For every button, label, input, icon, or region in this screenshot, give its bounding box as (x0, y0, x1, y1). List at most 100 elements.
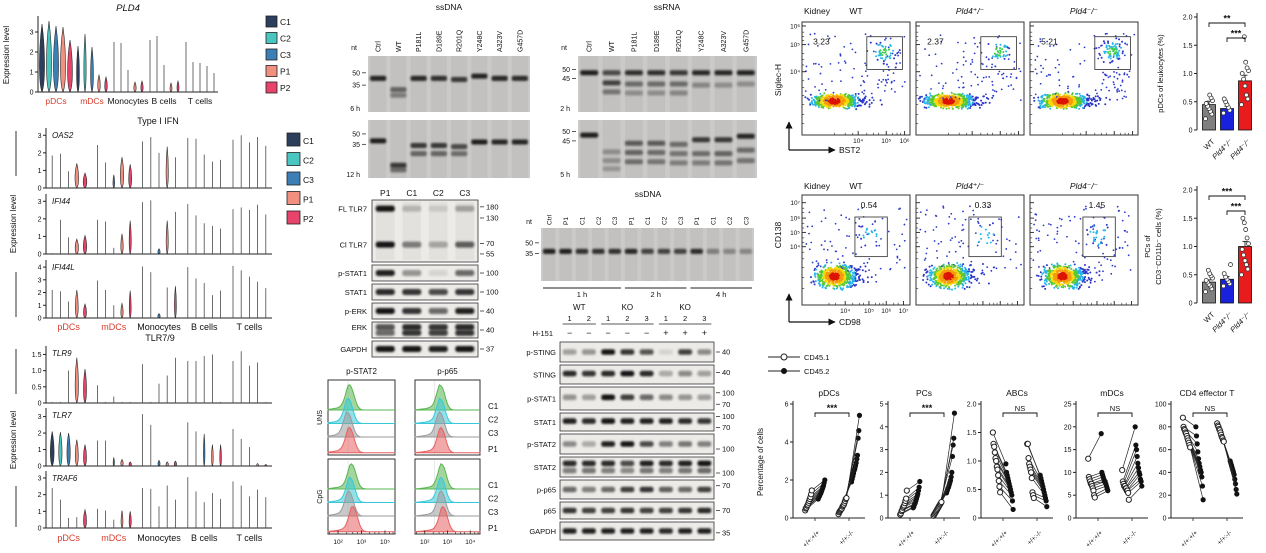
lane-label: G457D (743, 30, 750, 52)
time-label: 12 h (346, 172, 360, 179)
lane-label: C2 (727, 216, 734, 225)
lane-label: P1 (629, 217, 636, 225)
panel-title: Type I IFN (137, 116, 179, 126)
svg-text:10⁵: 10⁵ (790, 42, 800, 49)
svg-text:2: 2 (38, 431, 42, 438)
blot-row-label: Cl TLR7 (340, 241, 367, 250)
lane-label: Ctrl (376, 41, 383, 52)
treatment-sign: − (586, 328, 591, 338)
svg-text:3: 3 (30, 30, 34, 37)
svg-text:100: 100 (486, 269, 499, 278)
svg-text:10⁴: 10⁴ (465, 539, 475, 546)
genotype-title: Pld4⁺/⁻ (956, 6, 984, 16)
organ-label: Kidney (804, 6, 831, 16)
svg-text:50: 50 (562, 67, 570, 74)
lane-number: 1 (568, 314, 572, 323)
group-label: KO (622, 303, 634, 312)
svg-text:0: 0 (38, 186, 42, 193)
lane-label: A323V (721, 31, 728, 52)
svg-text:35: 35 (352, 83, 360, 90)
legend-label: P2 (280, 83, 291, 93)
gate-percentage: 1.45 (1089, 200, 1106, 210)
lane-label: C1 (645, 216, 652, 225)
gene-label: IFI44 (52, 197, 71, 206)
flow-histograms-pstat2-pp65: p-STAT2 p-p65 UNS C1 C2 C3 P1 CpG C1 C2 C3 P1 10² 10³… (317, 367, 499, 546)
flow-kidney-pdcs: Kidney WT 3.23 10⁶ 10⁵ 10⁴ 10⁴ 10⁵ 10⁶ Pld4⁺/⁻ 2.3… (773, 6, 1139, 155)
blot-row-label: STAT1 (345, 288, 367, 297)
category-label: T cells (188, 96, 212, 106)
svg-text:10⁴: 10⁴ (790, 244, 800, 251)
lane-number: 2 (587, 314, 591, 323)
significance-label: ** (1223, 14, 1231, 24)
time-label: 2 h (560, 106, 570, 113)
x-category-label: +/+:+/+ (1180, 529, 1200, 549)
hist-row-label: C1 (488, 402, 499, 411)
gate-percentage: 5.21 (1041, 37, 1058, 47)
panel-type1-ifn-violin: Type I IFN 0 1 2 3 OAS2 0 1 2 3 IFI44 0 1 2 3 4 IFI44L Ex… (9, 116, 314, 332)
y-axis-label: CD3⁻CD11b⁻ cells (%) (1154, 208, 1163, 285)
time-label: 2 h (650, 290, 660, 299)
svg-text:35: 35 (352, 142, 360, 149)
lane-number: 1 (664, 314, 668, 323)
lane-label: Y248C (477, 31, 484, 52)
category-label: Monocytes (107, 96, 148, 106)
y-axis-label: PCs of (1143, 234, 1152, 257)
panel-tlr79-violin: TLR7/9 0 0.5 1.0 1.5 TLR9 0 1 2 3 TLR7 0 1 2 3 TRAF6 Exp… (9, 333, 272, 543)
lane-number: 2 (683, 314, 687, 323)
lane-label: D189E (436, 30, 443, 52)
gene-label: OAS2 (52, 131, 74, 140)
svg-text:35: 35 (722, 528, 730, 537)
flow-kidney-pcs: Kidney WT 0.54 10⁷ 10⁶ 10⁵ 10⁴ 10⁴ 10⁵ 10⁶ 10⁷ Pld4… (773, 181, 1139, 327)
svg-text:nt: nt (561, 45, 567, 52)
legend-cd452: CD45.2 (804, 367, 829, 376)
lane-label: WT (396, 40, 403, 52)
x-category-label: +/+:-/- (933, 529, 950, 546)
svg-text:50: 50 (525, 240, 533, 247)
svg-text:45: 45 (562, 138, 570, 145)
panel-title: ABCs (1006, 388, 1028, 398)
lane-label: G457D (517, 30, 524, 52)
gene-label: TRAF6 (52, 474, 78, 483)
svg-text:70: 70 (722, 400, 730, 409)
svg-text:10⁷: 10⁷ (790, 200, 800, 207)
hist-row-label: C3 (488, 508, 499, 517)
svg-text:40: 40 (722, 368, 730, 377)
svg-text:1.5: 1.5 (32, 352, 42, 359)
significance-label: *** (1222, 187, 1233, 197)
legend-label: C3 (303, 175, 314, 185)
svg-text:10⁶: 10⁶ (790, 23, 800, 30)
svg-text:100: 100 (486, 288, 499, 297)
organ-label: Kidney (804, 181, 831, 191)
treatment-label: H-151 (533, 329, 553, 338)
svg-text:10⁵: 10⁵ (790, 230, 800, 237)
treatment-sign: − (605, 328, 610, 338)
gel-title: ssDNA (436, 2, 463, 12)
svg-text:2: 2 (38, 290, 42, 297)
gel-ssdna: ssDNA nt Ctrl WT P181L D189E R201Q Y248C A323V G4… (346, 2, 530, 179)
svg-text:nt: nt (526, 219, 532, 226)
y-axis-label: Expression level (9, 195, 18, 253)
x-axis-label: BST2 (839, 145, 861, 155)
svg-text:70: 70 (486, 239, 494, 248)
hist-row-label: C2 (488, 416, 499, 425)
svg-text:3: 3 (38, 199, 42, 206)
svg-text:40: 40 (722, 348, 730, 357)
svg-text:1: 1 (38, 509, 42, 516)
svg-text:10⁵: 10⁵ (864, 308, 874, 315)
legend-label: C1 (280, 17, 291, 27)
category-label: T cells (236, 322, 262, 332)
blot-row-label: p-STING (526, 348, 556, 357)
lane-label: C3 (743, 216, 750, 225)
svg-text:1: 1 (38, 234, 42, 241)
lane-label: C3 (459, 188, 470, 198)
significance-label: NS (1110, 404, 1120, 413)
genotype-title: Pld4⁺/⁻ (956, 181, 984, 191)
y-axis-label: Siglec-H (773, 64, 783, 96)
lane-number: 3 (645, 314, 649, 323)
svg-text:35: 35 (525, 251, 533, 258)
svg-text:1: 1 (38, 168, 42, 175)
legend-label: C3 (280, 50, 291, 60)
svg-text:10²: 10² (333, 539, 343, 546)
